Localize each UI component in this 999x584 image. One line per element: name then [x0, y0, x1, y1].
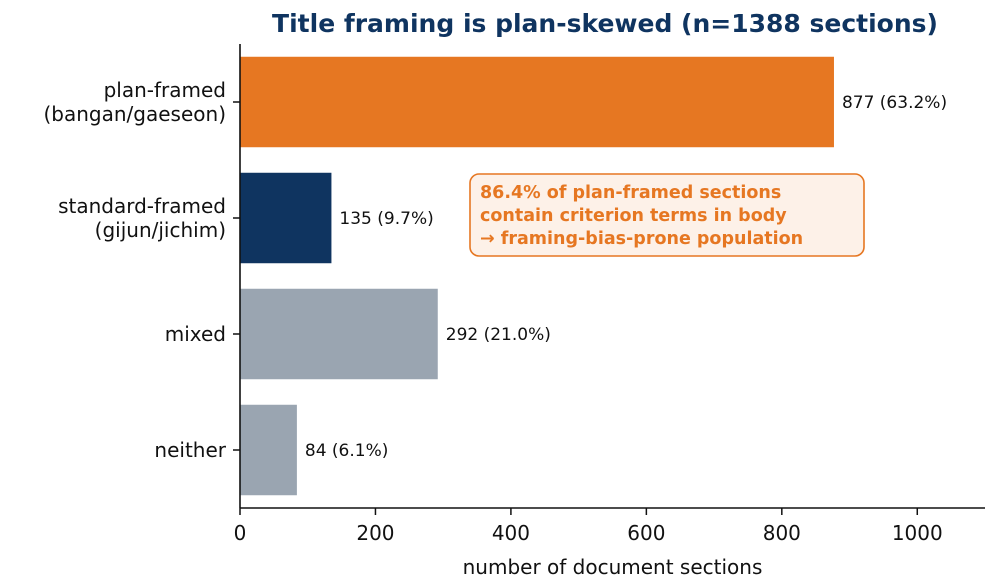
annotation-box: 86.4% of plan-framed sections contain cr… — [469, 173, 865, 257]
data-label: 135 (9.7%) — [339, 209, 433, 229]
bar — [240, 404, 297, 496]
bar — [240, 56, 834, 148]
x-tick-label: 200 — [356, 521, 394, 545]
x-tick-label: 600 — [627, 521, 665, 545]
x-tick-label: 1000 — [892, 521, 943, 545]
bars-layer — [240, 56, 834, 496]
x-tick-label: 0 — [234, 521, 247, 545]
category-label: (bangan/gaeseon) — [44, 102, 227, 126]
data-label: 292 (21.0%) — [446, 325, 551, 345]
annotation-text-line: 86.4% of plan-framed sections — [480, 183, 781, 203]
category-label: plan-framed — [104, 78, 226, 102]
category-label: (gijun/jichim) — [95, 218, 226, 242]
annotation-text-line: → framing-bias-prone population — [480, 229, 803, 249]
data-label: 84 (6.1%) — [305, 441, 389, 461]
x-tick-label: 800 — [763, 521, 801, 545]
category-label: neither — [154, 438, 226, 462]
data-label: 877 (63.2%) — [842, 93, 947, 113]
data-labels-layer: 877 (63.2%) 135 (9.7%) 292 (21.0%) 84 (6.1%… — [305, 93, 947, 461]
chart-title: Title framing is plan-skewed (n=1388 sec… — [272, 9, 938, 38]
category-label: mixed — [165, 322, 226, 346]
bar — [240, 172, 332, 264]
category-labels-layer: plan-framed(bangan/gaeseon) standard-fram… — [44, 78, 240, 462]
x-ticks-layer: 0 200 400 600 800 1000 — [234, 508, 943, 545]
category-label: standard-framed — [58, 194, 226, 218]
x-axis-label: number of document sections — [463, 555, 763, 579]
annotation-text-line: contain criterion terms in body — [480, 206, 787, 226]
annotation-rect — [469, 173, 865, 257]
x-tick-label: 400 — [492, 521, 530, 545]
bar — [240, 288, 438, 380]
